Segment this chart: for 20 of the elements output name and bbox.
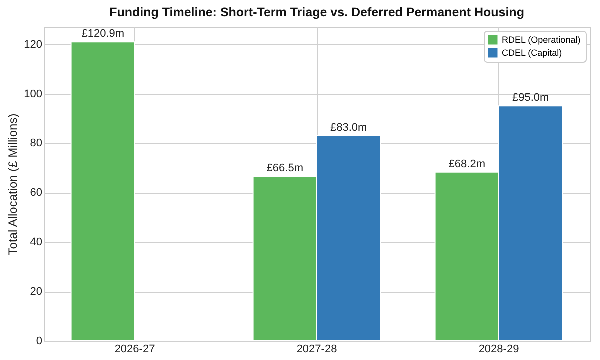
y-tick-label: 120 (24, 38, 42, 51)
x-tick-label: 2027-28 (296, 344, 338, 356)
chart-title: Funding Timeline: Short-Term Triage vs. Deferred Permanent Housing (110, 6, 524, 20)
data-label: £83.0m (330, 122, 368, 134)
y-tick-label: 0 (36, 336, 42, 348)
y-tick-label: 60 (30, 187, 42, 200)
x-tick-label: 2026-27 (114, 344, 156, 356)
y-tick-label: 100 (24, 88, 42, 100)
data-label: £66.5m (266, 162, 304, 175)
y-tick-label: 80 (30, 138, 42, 150)
y-tick-label: 40 (30, 236, 42, 249)
data-label: £95.0m (512, 92, 550, 104)
y-tick-label: 20 (30, 286, 42, 298)
y-axis-title: Total Allocation (£ Millions) (6, 114, 20, 256)
x-tick-label: 2028-29 (478, 344, 520, 356)
bar (70, 42, 136, 342)
legend-label: RDEL (Operational) (502, 35, 581, 45)
data-label: £120.9m (82, 28, 125, 40)
legend-label: CDEL (Capital) (502, 48, 562, 58)
data-label: £68.2m (448, 158, 486, 170)
